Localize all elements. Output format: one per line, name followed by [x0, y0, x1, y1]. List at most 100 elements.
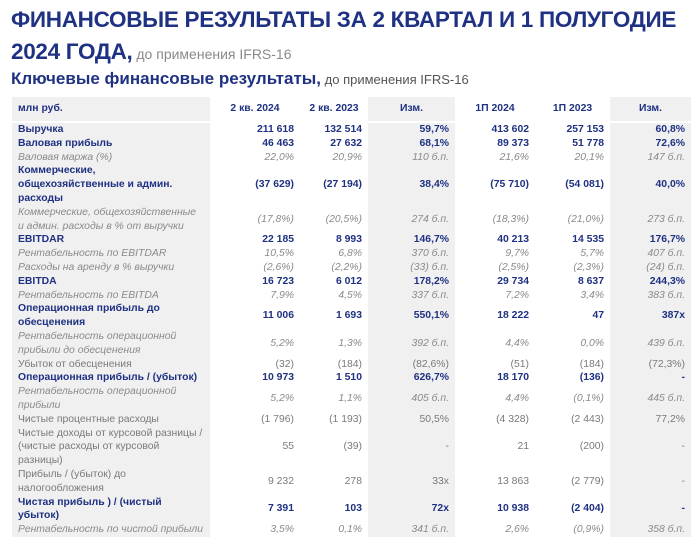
table-row: Рентабельность операционной прибыли 5,2% 1…	[12, 385, 691, 413]
q-change-value: (82,6%)	[368, 357, 455, 372]
h1-2023-value: (0,1%)	[573, 393, 604, 405]
h1-2024-value: (2,5%)	[498, 261, 529, 273]
q-change-value: 72x	[368, 495, 455, 524]
row-label: Валовая прибыль	[12, 136, 210, 151]
q2-2024-value: 11 006	[262, 310, 294, 322]
h1-change-value: 273 б.п.	[610, 205, 691, 234]
q2-2024-value: (2,6%)	[263, 261, 294, 273]
h1-2024-value: (18,3%)	[492, 213, 529, 225]
h1-2024-value: 18 170	[497, 372, 529, 384]
q2-2023-value: (2,2%)	[331, 261, 362, 273]
q2-2024-value: (17,8%)	[257, 213, 294, 225]
h1-change-value: 383 б.п.	[610, 288, 691, 303]
h1-2024-value: (75 710)	[490, 179, 529, 191]
q2-2023-value: (184)	[337, 358, 362, 370]
h1-2023-value: 14 535	[572, 234, 604, 246]
title-suffix: до применения IFRS-16	[132, 46, 292, 62]
q-change-value: 370 б.п.	[368, 247, 455, 261]
h1-2023-value: (2 443)	[571, 413, 604, 425]
h1-change-value: 445 б.п.	[610, 385, 691, 413]
q2-2023-value: 1,3%	[338, 337, 362, 349]
h1-2023-value: (200)	[579, 441, 604, 453]
q2-2023-value: 1 693	[335, 310, 362, 322]
q-change-value: 59,7%	[368, 122, 455, 137]
q2-2024-value: 22 185	[262, 234, 294, 246]
h1-2024-value: 89 373	[497, 137, 529, 149]
q2-2024-value: 22,0%	[264, 151, 294, 163]
q-change-value: (33) б.п.	[368, 260, 455, 275]
row-label: Рентабельность по EBITDAR	[12, 247, 210, 261]
q2-2024-value: 5,2%	[270, 393, 294, 405]
h1-change-value: 439 б.п.	[610, 329, 691, 358]
section-title-suffix: до применения IFRS-16	[321, 72, 469, 87]
h1-change-value: -	[610, 371, 691, 386]
q-change-value: 341 б.п.	[368, 523, 455, 537]
table-row: Чистые доходы от курсовой разницы / (чис…	[12, 426, 691, 468]
q2-2023-value: (27 194)	[323, 179, 362, 191]
h1-2023-value: (2,3%)	[573, 261, 604, 273]
h1-2024-value: 18 222	[497, 310, 529, 322]
row-label: EBITDAR	[12, 233, 210, 248]
table-row: Коммерческие, общехозяйственные и админ.…	[12, 205, 691, 234]
header-h1-change: Изм.	[610, 97, 691, 123]
h1-2023-value: 257 153	[566, 124, 604, 135]
h1-2024-value: 40 213	[497, 234, 529, 246]
row-label: EBITDA	[12, 274, 210, 289]
h1-2023-value: (2 404)	[571, 503, 604, 515]
h1-2024-value: 413 602	[491, 124, 529, 135]
row-label: Прибыль / (убыток) до налогообложения	[12, 467, 210, 496]
q2-2023-value: 0,1%	[338, 524, 362, 536]
q-change-value: 405 б.п.	[368, 385, 455, 413]
h1-change-value: -	[610, 495, 691, 524]
h1-2023-value: 5,7%	[580, 248, 604, 260]
h1-2024-value: 21,6%	[499, 151, 529, 163]
table-row: Выручка 211 618 132 514 59,7% 413 602 257 153…	[12, 122, 691, 137]
h1-change-value: 40,0%	[610, 164, 691, 206]
h1-change-value: 77,2%	[610, 412, 691, 427]
table-row: Рентабельность по EBITDA 7,9% 4,5% 337 б.п.…	[12, 288, 691, 303]
q2-2023-value: 27 632	[330, 137, 362, 149]
header-q2-2023: 2 кв. 2023	[300, 97, 368, 123]
q2-2024-value: 55	[282, 441, 294, 453]
h1-2023-value: 8 637	[577, 275, 604, 287]
row-label: Валовая маржа (%)	[12, 150, 210, 165]
q-change-value: 550,1%	[368, 302, 455, 330]
q-change-value: 146,7%	[368, 233, 455, 248]
h1-2023-value: (184)	[579, 358, 604, 370]
h1-2024-value: 9,7%	[505, 248, 529, 260]
row-label: Коммерческие, общехозяйственные и админ.…	[12, 164, 210, 206]
section-title-main: Ключевые финансовые результаты,	[11, 69, 322, 88]
table-row: Операционная прибыль / (убыток) 10 973 1 5…	[12, 371, 691, 386]
table-row: Чистые процентные расходы (1 796) (1 193) 5…	[12, 412, 691, 427]
q-change-value: 68,1%	[368, 136, 455, 151]
section-title: Ключевые финансовые результаты, до приме…	[11, 68, 469, 91]
q-change-value: 178,2%	[368, 274, 455, 289]
page-title: ФИНАНСОВЫЕ РЕЗУЛЬТАТЫ ЗА 2 КВАРТАЛ И 1 П…	[11, 4, 700, 70]
q2-2023-value: (20,5%)	[325, 213, 362, 225]
q2-2024-value: 5,2%	[270, 337, 294, 349]
q2-2024-value: 3,5%	[270, 524, 294, 536]
row-label: Рентабельность по чистой прибыли	[12, 523, 210, 537]
table-row: Операционная прибыль до обесценения 11 00…	[12, 302, 691, 330]
table-row: Коммерческие, общехозяйственные и админ.…	[12, 164, 691, 206]
row-label: Чистые доходы от курсовой разницы / (чис…	[12, 426, 210, 468]
q2-2023-value: 278	[344, 475, 362, 487]
q-change-value: 626,7%	[368, 371, 455, 386]
row-label: Чистые процентные расходы	[12, 412, 210, 427]
h1-2024-value: 4,4%	[505, 393, 529, 405]
table-row: Убыток от обесценения (32) (184) (82,6%) (51…	[12, 357, 691, 372]
q-change-value: 110 б.п.	[368, 150, 455, 165]
q2-2024-value: (32)	[275, 358, 294, 370]
header-h1-2024: 1П 2024	[455, 97, 535, 123]
table-row: Валовая прибыль 46 463 27 632 68,1% 89 373 51…	[12, 136, 691, 151]
q2-2024-value: 10 973	[262, 372, 294, 384]
row-label: Рентабельность операционной прибыли до о…	[12, 329, 210, 358]
h1-2024-value: 7,2%	[505, 289, 529, 301]
h1-change-value: 358 б.п.	[610, 523, 691, 537]
h1-2023-value: 0,0%	[580, 337, 604, 349]
h1-2023-value: 51 778	[572, 137, 604, 149]
header-q2-2024: 2 кв. 2024	[210, 97, 300, 123]
q2-2024-value: 7,9%	[270, 289, 294, 301]
q-change-value: 337 б.п.	[368, 288, 455, 303]
table-row: Рентабельность операционной прибыли до о…	[12, 329, 691, 358]
